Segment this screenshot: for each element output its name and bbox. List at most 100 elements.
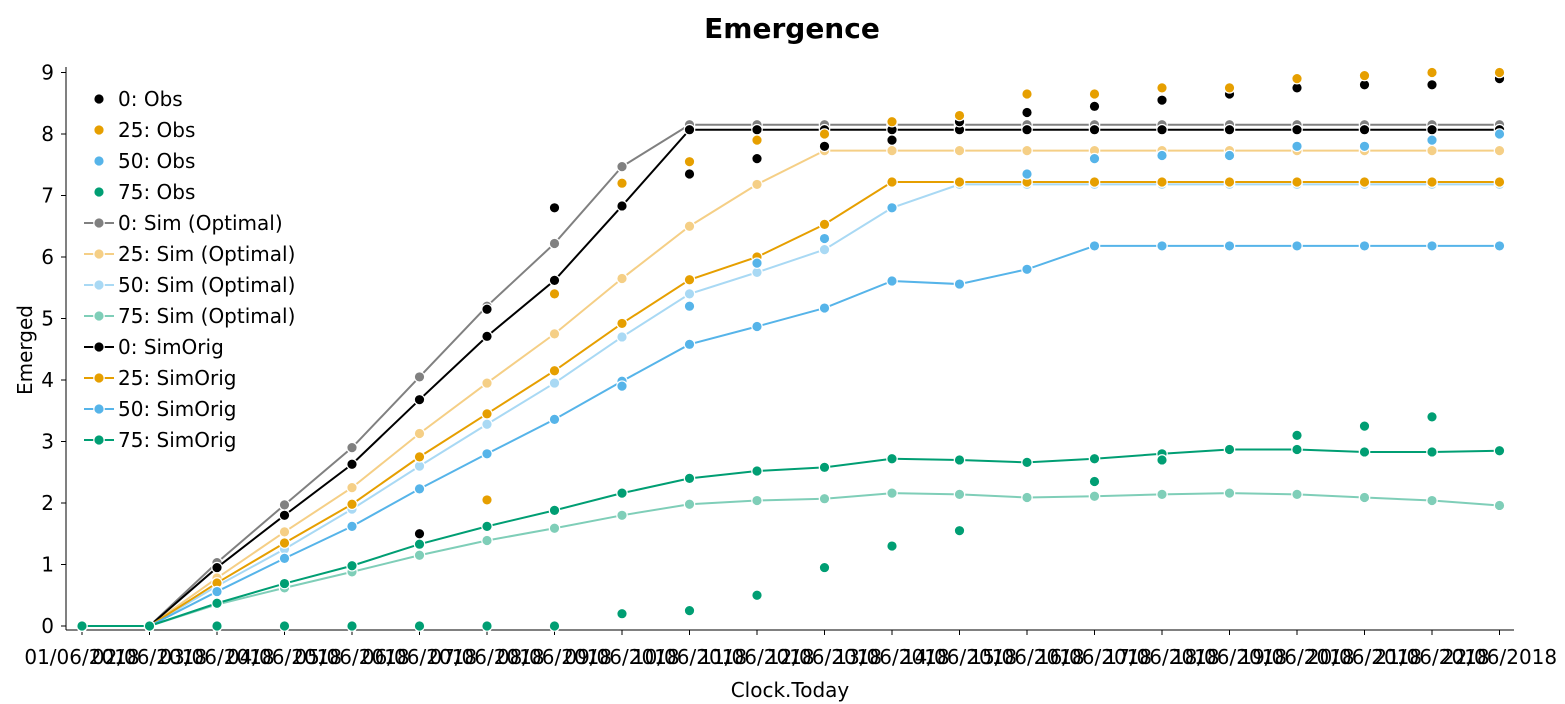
observed-point xyxy=(683,155,696,168)
x-axis-label: Clock.Today xyxy=(731,678,850,702)
series-line xyxy=(82,244,1500,627)
x-tick-label: 07/06/2018 xyxy=(429,645,544,669)
y-tick-label: 1 xyxy=(41,553,54,577)
legend-label: 0: Obs xyxy=(118,87,183,111)
observed-point xyxy=(1291,72,1303,85)
observed-point xyxy=(1291,429,1303,442)
legend-item: 0: Obs xyxy=(93,87,183,111)
series-point xyxy=(953,454,966,466)
y-tick-label: 3 xyxy=(41,430,54,454)
series-point xyxy=(683,472,696,485)
series-point xyxy=(1223,443,1236,456)
series-point xyxy=(616,331,628,343)
series-point xyxy=(548,504,561,517)
observed-point xyxy=(481,620,493,632)
series-point xyxy=(1021,144,1033,157)
observed-point xyxy=(616,177,628,189)
x-tick-label: 18/06/2018 xyxy=(1172,645,1287,669)
series-point xyxy=(278,577,291,590)
series-point xyxy=(278,537,291,549)
series-point xyxy=(1291,176,1303,188)
series-point xyxy=(548,274,561,287)
series-point xyxy=(1291,488,1303,501)
series-point xyxy=(548,237,561,250)
legend-swatch-marker xyxy=(93,403,105,415)
observed-point xyxy=(1223,149,1236,162)
series-point xyxy=(886,176,898,188)
series-point xyxy=(818,492,831,505)
series-point xyxy=(346,481,358,494)
legend-label: 25: Sim (Optimal) xyxy=(118,242,295,266)
legend-label: 50: Obs xyxy=(118,149,195,173)
series-point xyxy=(211,585,223,598)
series-point xyxy=(683,220,696,233)
series-point xyxy=(1426,494,1438,507)
observed-point xyxy=(1426,66,1438,79)
observed-point xyxy=(1358,140,1371,153)
chart-title: Emergence xyxy=(704,12,880,45)
legend-swatch-marker xyxy=(93,124,105,136)
y-tick-label: 7 xyxy=(41,184,54,208)
series-50-obs xyxy=(616,128,1506,392)
legend: 0: Obs 25: Obs 50: Obs 75: Obs 0: Sim (Optim… xyxy=(84,87,295,452)
observed-point xyxy=(751,589,763,602)
x-tick-label: 15/06/2018 xyxy=(969,645,1084,669)
observed-point xyxy=(1358,69,1371,82)
series-point xyxy=(1088,490,1101,503)
series-point xyxy=(818,461,831,474)
observed-point xyxy=(1426,411,1438,423)
legend-item: 0: SimOrig xyxy=(84,335,224,359)
series-point xyxy=(481,520,493,533)
series-75-sim-optimal xyxy=(76,487,1506,632)
series-point xyxy=(413,451,426,463)
observed-point xyxy=(886,134,898,146)
series-line xyxy=(82,149,1500,627)
series-point xyxy=(481,408,493,420)
series-point xyxy=(751,494,763,507)
series-point xyxy=(953,488,966,501)
series-point xyxy=(1088,452,1101,465)
series-point xyxy=(1223,176,1236,188)
series-point xyxy=(481,534,493,547)
series-point xyxy=(751,123,763,136)
series-point xyxy=(616,487,628,499)
series-point xyxy=(1156,240,1168,252)
series-point xyxy=(616,317,628,330)
legend-label: 0: Sim (Optimal) xyxy=(118,211,283,235)
series-point xyxy=(413,538,426,551)
legend-item: 75: SimOrig xyxy=(84,428,237,452)
observed-point xyxy=(751,257,763,269)
series-point xyxy=(1493,444,1506,457)
y-tick-label: 9 xyxy=(41,61,54,85)
x-tick-label: 03/06/2018 xyxy=(159,645,274,669)
series-point xyxy=(211,597,223,610)
series-point xyxy=(751,465,763,477)
legend-label: 75: Sim (Optimal) xyxy=(118,304,295,328)
y-tick-label: 5 xyxy=(41,307,54,331)
series-point xyxy=(1021,263,1033,276)
observed-point xyxy=(1088,152,1101,165)
series-point xyxy=(548,364,561,377)
observed-point xyxy=(818,128,831,140)
series-point xyxy=(413,549,426,562)
observed-point xyxy=(548,202,561,214)
x-tick-label: 19/06/2018 xyxy=(1239,645,1354,669)
legend-label: 0: SimOrig xyxy=(118,335,224,359)
series-point xyxy=(1426,176,1438,188)
observed-point xyxy=(1291,140,1303,153)
series-point xyxy=(616,509,628,522)
series-point xyxy=(886,144,898,157)
series-point xyxy=(1291,123,1303,136)
series-line xyxy=(82,123,1500,627)
observed-point xyxy=(818,232,831,245)
legend-swatch-marker xyxy=(93,372,105,384)
observed-point xyxy=(1156,149,1168,162)
observed-point xyxy=(616,607,628,620)
observed-point xyxy=(1088,475,1101,488)
series-point xyxy=(818,218,831,231)
x-tick-label: 05/06/2018 xyxy=(294,645,409,669)
legend-item: 50: Sim (Optimal) xyxy=(84,273,295,297)
series-point xyxy=(143,620,156,632)
series-point xyxy=(1291,443,1303,456)
